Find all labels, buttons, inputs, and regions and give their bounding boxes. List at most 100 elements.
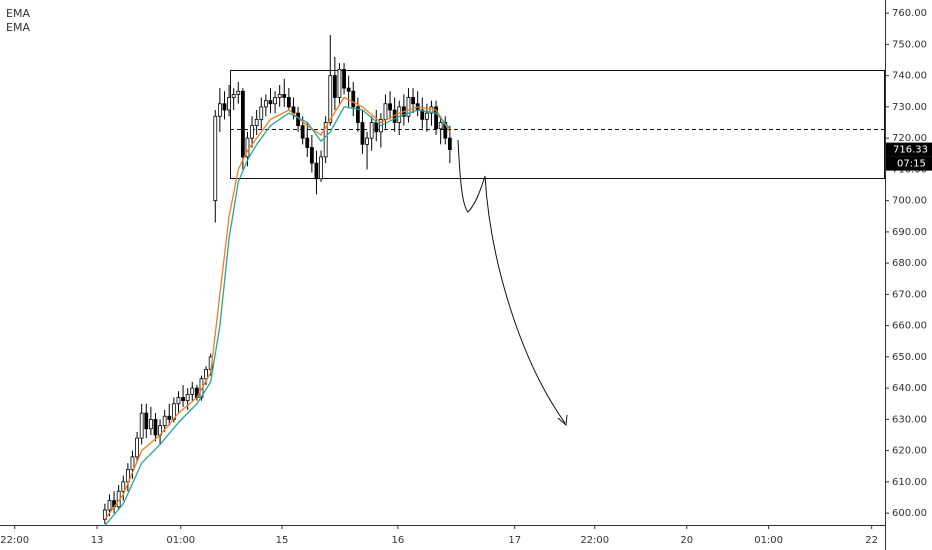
candle-body: [121, 481, 126, 492]
countdown-box: [886, 156, 932, 171]
candle-body: [355, 106, 360, 123]
candle-body: [144, 412, 149, 430]
candle-body: [176, 397, 181, 405]
ema-line: [104, 96, 451, 520]
x-tick-label: 22:00: [0, 535, 29, 546]
y-tick-label: 690.00: [892, 227, 927, 238]
candle-body: [240, 90, 245, 158]
legend-entry: EMA: [6, 21, 30, 34]
candle-body: [259, 106, 264, 120]
candle-body: [139, 412, 144, 439]
y-tick-label: 730.00: [892, 102, 927, 113]
y-tick-label: 630.00: [892, 414, 927, 425]
last-price-label: 716.33: [893, 145, 928, 156]
candle-body: [300, 125, 305, 139]
candle-body: [346, 87, 351, 92]
candle-body: [328, 75, 333, 123]
candle-body: [107, 500, 112, 511]
ema-line: [104, 106, 451, 527]
candle-body: [245, 137, 250, 158]
candle-body: [263, 100, 268, 108]
candle-body: [332, 75, 337, 98]
y-tick-label: 750.00: [892, 39, 927, 50]
candle-body: [342, 68, 346, 89]
candle-body: [231, 93, 236, 98]
x-tick-label: 16: [392, 535, 405, 546]
candle-body: [181, 397, 185, 402]
candle-body: [254, 118, 259, 127]
candle-body: [305, 137, 310, 148]
candle-body: [360, 122, 365, 145]
candle-body: [190, 387, 195, 395]
candle-body: [185, 393, 190, 402]
candle-body: [286, 97, 291, 108]
candle-body: [236, 90, 241, 95]
candle-body: [250, 125, 254, 139]
x-tick-label: 15: [276, 535, 289, 546]
candle-body: [268, 100, 273, 105]
candle-body: [153, 418, 158, 436]
range-box: [230, 70, 885, 179]
y-tick-label: 680.00: [892, 258, 927, 269]
y-tick-label: 660.00: [892, 321, 927, 332]
y-tick-label: 600.00: [892, 508, 927, 519]
candle-body: [282, 93, 287, 98]
x-tick-label: 01:00: [754, 535, 783, 546]
candle-body: [135, 437, 139, 458]
candle-body: [277, 93, 282, 98]
y-tick-label: 720.00: [892, 133, 927, 144]
x-tick-label: 22:00: [580, 535, 609, 546]
candle-body: [323, 122, 328, 158]
candle-body: [397, 106, 402, 123]
candle-body: [222, 103, 227, 111]
y-tick-label: 670.00: [892, 289, 927, 300]
candle-body: [148, 418, 153, 430]
y-tick-label: 650.00: [892, 352, 927, 363]
candle-body: [130, 456, 135, 470]
candle-body: [204, 368, 208, 380]
x-tick-label: 01:00: [166, 535, 195, 546]
candle-body: [162, 415, 167, 427]
candle-body: [213, 115, 218, 202]
candle-body: [388, 103, 392, 111]
candle-body: [424, 112, 429, 120]
candle-body: [365, 137, 369, 145]
candle-body: [447, 137, 452, 150]
legend-entry: EMA: [6, 7, 30, 20]
x-tick-label: 20: [680, 535, 693, 546]
x-tick-label: 17: [508, 535, 521, 546]
candle-body: [319, 156, 323, 180]
y-tick-label: 620.00: [892, 446, 927, 457]
last-price-box: [886, 142, 932, 157]
candle-body: [337, 68, 342, 98]
candle-body: [411, 97, 415, 105]
candle-body: [406, 97, 411, 117]
candle-body: [167, 415, 172, 420]
candle-body: [217, 103, 222, 117]
y-tick-label: 610.00: [892, 477, 927, 488]
candle-body: [309, 147, 314, 164]
arrow-head: [557, 414, 568, 427]
y-tick-label: 760.00: [892, 8, 927, 19]
candle-body: [314, 162, 319, 180]
candle-body: [443, 122, 448, 139]
candle-body: [420, 109, 425, 120]
y-tick-label: 740.00: [892, 71, 927, 82]
candle-body: [273, 97, 277, 105]
y-tick-label: 700.00: [892, 196, 927, 207]
countdown-label: 07:15: [897, 159, 926, 170]
candle-body: [438, 122, 443, 130]
x-tick-label: 13: [91, 535, 104, 546]
candle-body: [227, 97, 231, 111]
candle-body: [351, 90, 356, 108]
candle-body: [374, 122, 379, 133]
candle-body: [434, 106, 438, 130]
projection-arrow: [457, 139, 566, 424]
drawings: [230, 70, 885, 427]
y-tick-label: 640.00: [892, 383, 927, 394]
x-tick-label: 22: [865, 535, 878, 546]
candle-body: [369, 122, 374, 139]
candle-body: [383, 103, 388, 120]
